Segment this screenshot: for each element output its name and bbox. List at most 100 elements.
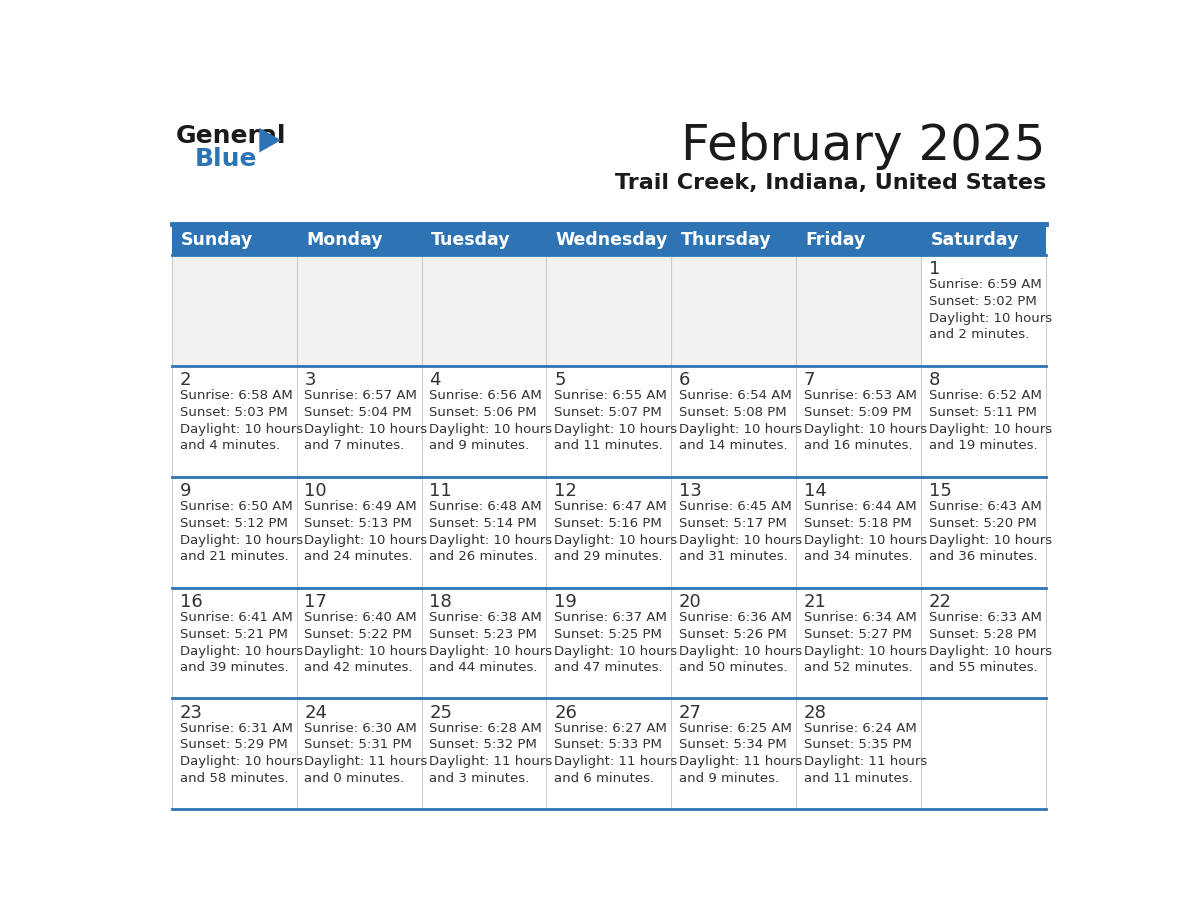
Text: 14: 14	[804, 482, 827, 500]
Text: Sunset: 5:14 PM: Sunset: 5:14 PM	[429, 517, 537, 530]
Text: and 6 minutes.: and 6 minutes.	[554, 772, 655, 785]
Text: 18: 18	[429, 593, 451, 611]
Text: Wednesday: Wednesday	[556, 231, 668, 250]
Text: 2: 2	[179, 371, 191, 389]
Text: Sunrise: 6:33 AM: Sunrise: 6:33 AM	[929, 610, 1042, 623]
FancyBboxPatch shape	[921, 476, 1045, 588]
Text: and 50 minutes.: and 50 minutes.	[680, 661, 788, 674]
Text: Sunset: 5:23 PM: Sunset: 5:23 PM	[429, 628, 537, 641]
Text: and 7 minutes.: and 7 minutes.	[304, 439, 405, 452]
Text: Sunset: 5:16 PM: Sunset: 5:16 PM	[554, 517, 662, 530]
Text: 27: 27	[680, 704, 702, 722]
Text: Daylight: 10 hours: Daylight: 10 hours	[179, 423, 303, 436]
FancyBboxPatch shape	[671, 588, 796, 699]
Text: and 36 minutes.: and 36 minutes.	[929, 550, 1037, 563]
FancyBboxPatch shape	[796, 365, 921, 476]
Text: Daylight: 10 hours: Daylight: 10 hours	[929, 533, 1051, 546]
FancyBboxPatch shape	[297, 365, 422, 476]
Text: Monday: Monday	[307, 231, 383, 250]
Text: 28: 28	[804, 704, 827, 722]
Text: Sunrise: 6:58 AM: Sunrise: 6:58 AM	[179, 389, 292, 402]
FancyBboxPatch shape	[546, 255, 671, 365]
FancyBboxPatch shape	[422, 365, 546, 476]
Text: Sunset: 5:28 PM: Sunset: 5:28 PM	[929, 628, 1037, 641]
FancyBboxPatch shape	[546, 588, 671, 699]
Text: Sunset: 5:07 PM: Sunset: 5:07 PM	[554, 406, 662, 419]
Text: Sunrise: 6:56 AM: Sunrise: 6:56 AM	[429, 389, 542, 402]
Text: Sunset: 5:18 PM: Sunset: 5:18 PM	[804, 517, 911, 530]
Text: and 4 minutes.: and 4 minutes.	[179, 439, 279, 452]
Text: 16: 16	[179, 593, 202, 611]
FancyBboxPatch shape	[172, 365, 297, 476]
FancyBboxPatch shape	[546, 365, 671, 476]
FancyBboxPatch shape	[297, 588, 422, 699]
Text: 26: 26	[554, 704, 577, 722]
Text: Sunrise: 6:55 AM: Sunrise: 6:55 AM	[554, 389, 666, 402]
Text: Sunset: 5:22 PM: Sunset: 5:22 PM	[304, 628, 412, 641]
Text: Daylight: 11 hours: Daylight: 11 hours	[304, 756, 428, 768]
Text: Daylight: 10 hours: Daylight: 10 hours	[304, 644, 428, 657]
Text: Daylight: 11 hours: Daylight: 11 hours	[554, 756, 677, 768]
Text: Sunrise: 6:53 AM: Sunrise: 6:53 AM	[804, 389, 917, 402]
Text: Sunrise: 6:24 AM: Sunrise: 6:24 AM	[804, 722, 917, 734]
Text: Sunset: 5:31 PM: Sunset: 5:31 PM	[304, 738, 412, 752]
Text: Daylight: 10 hours: Daylight: 10 hours	[554, 533, 677, 546]
Text: 19: 19	[554, 593, 577, 611]
Text: and 52 minutes.: and 52 minutes.	[804, 661, 912, 674]
FancyBboxPatch shape	[422, 699, 546, 810]
Text: Sunset: 5:25 PM: Sunset: 5:25 PM	[554, 628, 662, 641]
Text: and 47 minutes.: and 47 minutes.	[554, 661, 663, 674]
Text: Daylight: 10 hours: Daylight: 10 hours	[804, 533, 927, 546]
Text: Daylight: 10 hours: Daylight: 10 hours	[429, 533, 552, 546]
Text: 4: 4	[429, 371, 441, 389]
Text: Sunrise: 6:43 AM: Sunrise: 6:43 AM	[929, 499, 1042, 513]
Text: Sunrise: 6:28 AM: Sunrise: 6:28 AM	[429, 722, 542, 734]
Text: Daylight: 10 hours: Daylight: 10 hours	[179, 756, 303, 768]
Text: Sunrise: 6:49 AM: Sunrise: 6:49 AM	[304, 499, 417, 513]
Text: and 24 minutes.: and 24 minutes.	[304, 550, 413, 563]
Text: General: General	[176, 124, 286, 148]
FancyBboxPatch shape	[921, 699, 1045, 810]
Text: and 3 minutes.: and 3 minutes.	[429, 772, 530, 785]
Text: and 14 minutes.: and 14 minutes.	[680, 439, 788, 452]
FancyBboxPatch shape	[921, 365, 1045, 476]
Text: 6: 6	[680, 371, 690, 389]
Text: Daylight: 10 hours: Daylight: 10 hours	[429, 644, 552, 657]
Text: Sunrise: 6:34 AM: Sunrise: 6:34 AM	[804, 610, 917, 623]
Text: Sunset: 5:33 PM: Sunset: 5:33 PM	[554, 738, 662, 752]
Text: Sunrise: 6:57 AM: Sunrise: 6:57 AM	[304, 389, 417, 402]
Text: and 9 minutes.: and 9 minutes.	[680, 772, 779, 785]
FancyBboxPatch shape	[796, 588, 921, 699]
Text: Sunrise: 6:27 AM: Sunrise: 6:27 AM	[554, 722, 666, 734]
Text: and 39 minutes.: and 39 minutes.	[179, 661, 289, 674]
Text: and 34 minutes.: and 34 minutes.	[804, 550, 912, 563]
Text: and 58 minutes.: and 58 minutes.	[179, 772, 289, 785]
Text: Daylight: 11 hours: Daylight: 11 hours	[804, 756, 927, 768]
Text: Sunset: 5:26 PM: Sunset: 5:26 PM	[680, 628, 786, 641]
Text: Sunset: 5:13 PM: Sunset: 5:13 PM	[304, 517, 412, 530]
Text: Sunrise: 6:50 AM: Sunrise: 6:50 AM	[179, 499, 292, 513]
Text: and 16 minutes.: and 16 minutes.	[804, 439, 912, 452]
Text: Daylight: 10 hours: Daylight: 10 hours	[929, 644, 1051, 657]
Text: and 11 minutes.: and 11 minutes.	[804, 772, 912, 785]
Text: Trail Creek, Indiana, United States: Trail Creek, Indiana, United States	[614, 174, 1045, 194]
Text: Daylight: 10 hours: Daylight: 10 hours	[680, 644, 802, 657]
FancyBboxPatch shape	[172, 476, 297, 588]
Text: Sunrise: 6:31 AM: Sunrise: 6:31 AM	[179, 722, 292, 734]
Text: Sunset: 5:29 PM: Sunset: 5:29 PM	[179, 738, 287, 752]
FancyBboxPatch shape	[796, 699, 921, 810]
FancyBboxPatch shape	[422, 588, 546, 699]
Text: Sunset: 5:06 PM: Sunset: 5:06 PM	[429, 406, 537, 419]
Text: Sunset: 5:09 PM: Sunset: 5:09 PM	[804, 406, 911, 419]
Text: Sunrise: 6:59 AM: Sunrise: 6:59 AM	[929, 278, 1042, 291]
Text: Sunset: 5:12 PM: Sunset: 5:12 PM	[179, 517, 287, 530]
Text: 25: 25	[429, 704, 453, 722]
FancyBboxPatch shape	[796, 255, 921, 365]
Text: Daylight: 10 hours: Daylight: 10 hours	[929, 423, 1051, 436]
Text: Sunset: 5:35 PM: Sunset: 5:35 PM	[804, 738, 912, 752]
Text: Sunset: 5:21 PM: Sunset: 5:21 PM	[179, 628, 287, 641]
Polygon shape	[259, 128, 282, 152]
FancyBboxPatch shape	[297, 699, 422, 810]
FancyBboxPatch shape	[297, 476, 422, 588]
Text: Sunset: 5:17 PM: Sunset: 5:17 PM	[680, 517, 786, 530]
